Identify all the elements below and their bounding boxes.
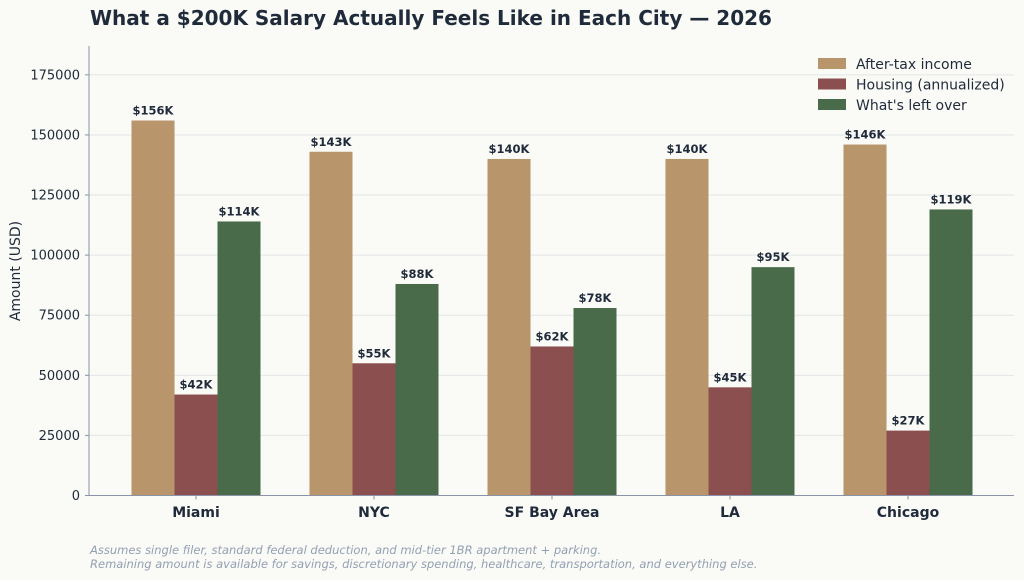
y-tick-label: 175000 [30, 68, 80, 83]
legend-swatch [818, 58, 846, 69]
bar [573, 308, 617, 496]
y-tick-label: 25000 [39, 429, 80, 444]
bar [530, 346, 574, 496]
data-label: $42K [180, 378, 214, 392]
x-tick-label: Miami [172, 505, 220, 521]
x-axis-categories: Miami NYC SF Bay Area LA Chicago [172, 495, 940, 521]
y-axis-ticks: 0 25000 50000 75000 100000 125000 150000 175000 [30, 68, 89, 504]
bar [217, 221, 261, 496]
bar [929, 209, 973, 496]
footnote-line-2: Remaining amount is available for saving… [90, 557, 757, 571]
bar [665, 158, 709, 496]
data-label: $146K [845, 128, 887, 142]
data-label: $62K [536, 329, 570, 343]
y-tick-label: 100000 [30, 249, 80, 264]
footnote-line-1: Assumes single filer, standard federal d… [89, 543, 601, 557]
y-axis-title: Amount (USD) [8, 221, 24, 321]
x-tick-label: LA [720, 505, 740, 521]
data-label: $78K [579, 291, 613, 305]
bar [395, 283, 439, 496]
data-label: $143K [311, 135, 353, 149]
data-label: $156K [133, 104, 175, 118]
legend-label: After-tax income [856, 57, 972, 73]
bar [174, 394, 218, 496]
data-labels: $156K $42K $114K $143K $55K $88K $140K $62K $78K… [133, 104, 973, 428]
data-label: $140K [667, 142, 709, 156]
x-tick-label: NYC [358, 505, 390, 521]
bar [886, 430, 930, 496]
bar [309, 151, 353, 496]
legend-label: What's left over [856, 98, 967, 114]
data-label: $45K [714, 370, 748, 384]
x-tick-label: SF Bay Area [505, 505, 600, 521]
y-tick-label: 0 [72, 489, 80, 504]
bars [131, 120, 973, 496]
chart-title: What a $200K Salary Actually Feels Like … [90, 6, 772, 30]
bar [751, 267, 795, 496]
legend-label: Housing (annualized) [856, 78, 1005, 94]
bar [487, 158, 531, 496]
data-label: $119K [931, 192, 973, 206]
data-label: $27K [892, 414, 926, 428]
y-tick-label: 150000 [30, 128, 80, 143]
data-label: $95K [757, 250, 791, 264]
legend-swatch [818, 99, 846, 110]
y-tick-label: 75000 [39, 309, 80, 324]
data-label: $114K [219, 204, 261, 218]
y-tick-label: 125000 [30, 189, 80, 204]
bar [708, 387, 752, 496]
bar [131, 120, 175, 496]
legend-swatch [818, 78, 846, 90]
x-tick-label: Chicago [877, 505, 940, 521]
data-label: $140K [489, 142, 531, 156]
data-label: $88K [401, 267, 435, 281]
data-label: $55K [358, 346, 392, 360]
legend: After-tax income Housing (annualized) What… [818, 57, 1005, 114]
bar [352, 363, 396, 496]
y-tick-label: 50000 [39, 369, 80, 384]
bar [843, 144, 887, 496]
